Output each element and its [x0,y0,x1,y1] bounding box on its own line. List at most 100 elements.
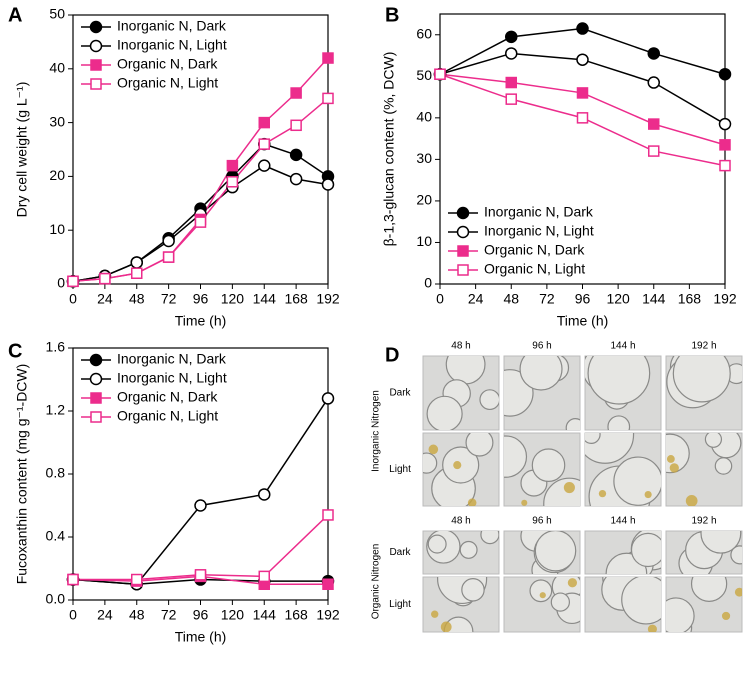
row-label: Dark [389,388,411,399]
pigment [647,624,657,632]
x-tick-label: 192 [316,607,340,623]
legend-marker [89,20,103,34]
legend-label: Organic N, Dark [117,389,218,405]
cell [550,592,570,612]
marker [322,52,334,64]
cells [426,531,499,564]
marker [648,118,660,130]
group-label: Inorganic Nitrogen [371,390,382,472]
legend-marker [457,245,469,257]
marker [505,76,517,89]
marker [258,159,271,172]
micrograph [422,576,500,633]
marker [289,172,303,186]
cell [585,433,601,444]
micrograph [665,530,743,575]
cell [672,356,731,403]
y-tick-label: 20 [416,192,432,208]
pigment [666,455,675,463]
micrograph [584,530,662,575]
x-tick-label: 168 [284,291,308,307]
x-tick-label: 144 [642,291,666,307]
cells [504,435,580,506]
legend-marker [90,411,102,423]
legend-marker [89,372,103,386]
legend-label: Inorganic N, Light [117,37,227,53]
panel-label: A [8,4,22,26]
series-line [439,73,726,146]
x-tick-label: 0 [436,291,444,307]
marker [194,499,207,512]
cell [504,435,528,478]
x-tick-label: 48 [129,291,145,307]
y-tick-label: 1.2 [46,402,66,418]
marker [505,30,518,44]
row-label: Light [389,599,411,610]
cell [607,415,631,430]
marker [719,139,731,151]
legend-label: Organic N, Dark [484,242,585,258]
marker [321,392,335,405]
series-line [439,27,726,75]
series-line [72,57,329,283]
micrograph [665,432,743,507]
y-tick-label: 10 [49,221,65,237]
cells [666,577,742,632]
micrograph [422,530,500,575]
cell [423,452,438,474]
cell [666,597,695,632]
pigment [453,461,462,470]
legend-label: Inorganic N, Light [117,370,227,386]
marker [647,47,660,60]
column-label: 144 h [610,516,635,527]
x-tick-label: 168 [678,291,702,307]
cells [585,356,651,430]
marker [131,573,143,586]
micrograph [503,576,581,633]
y-axis-title: Fucoxanthin content (mg g⁻¹-DCW) [14,364,30,585]
column-label: 192 h [691,516,716,527]
x-tick-label: 120 [221,291,245,307]
row-label: Dark [389,547,411,558]
column-label: 192 h [691,341,716,352]
micrograph [422,432,500,507]
x-tick-label: 192 [713,291,737,307]
marker [719,159,731,172]
legend-label: Inorganic N, Dark [484,204,594,220]
x-axis-title: Time (h) [175,313,227,329]
legend-marker [90,392,102,404]
legend-label: Inorganic N, Dark [117,351,227,367]
micrograph [503,530,581,575]
cells [601,577,661,632]
y-tick-label: 30 [49,113,65,129]
panel-label: C [8,340,22,362]
x-tick-label: 24 [468,291,484,307]
cell [704,433,723,448]
marker [576,112,589,124]
x-axis-title: Time (h) [175,629,227,645]
y-tick-label: 40 [416,109,432,125]
legend-label: Inorganic N, Light [484,223,594,239]
cell [714,457,733,475]
pigment [721,611,731,621]
x-tick-label: 0 [69,291,77,307]
micrograph [503,432,581,507]
micrograph [422,355,500,431]
x-tick-label: 120 [606,291,630,307]
y-tick-label: 0.4 [46,528,66,544]
cell [461,578,485,602]
marker [647,76,660,89]
x-tick-label: 96 [193,607,209,623]
marker [322,509,334,521]
cell [730,545,742,565]
micrograph [503,355,581,431]
marker [576,53,589,66]
group-label: Organic Nitrogen [371,544,382,620]
marker [162,251,175,263]
column-label: 96 h [532,516,551,527]
legend-label: Organic N, Light [117,75,218,91]
cells [666,356,742,409]
cell [613,456,661,506]
cells [666,433,742,506]
pigment [567,578,578,588]
